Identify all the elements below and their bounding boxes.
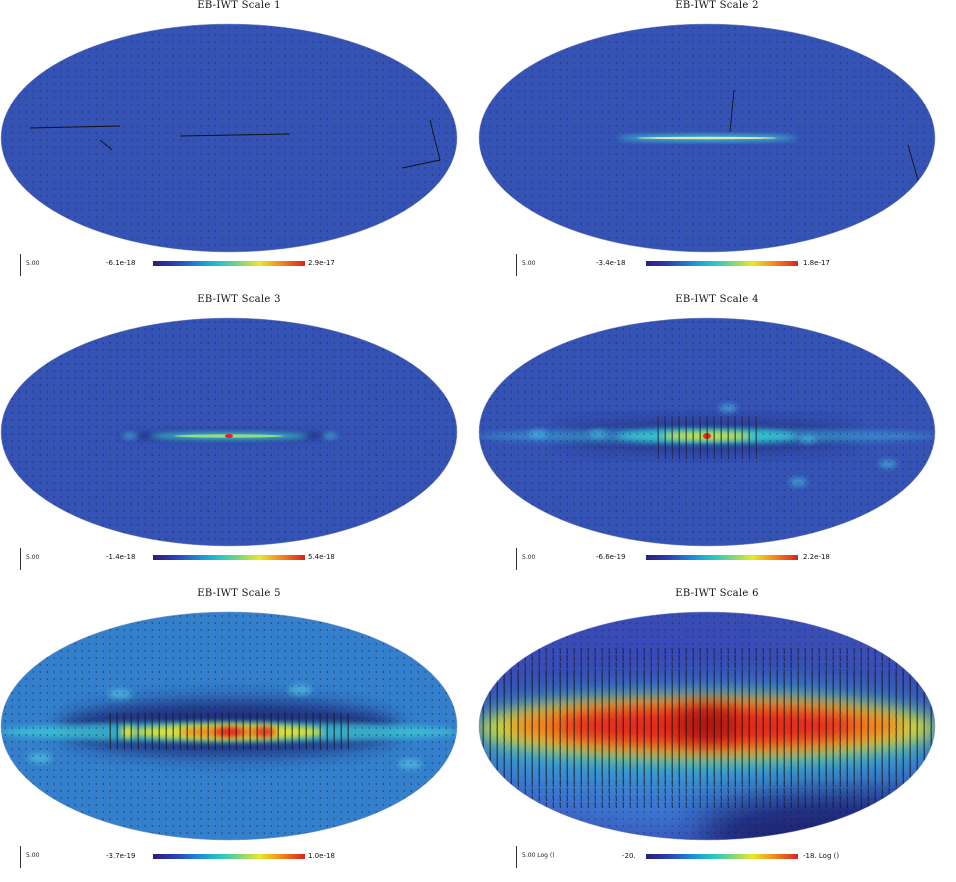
- vector-scale-bar: [20, 548, 21, 570]
- colorbar-max-label: 1.8e-17: [803, 259, 830, 267]
- panel-title: EB-IWT Scale 3: [197, 294, 281, 305]
- map-panel-2: EB-IWT Scale 2 5.00 -3.4e-18 1.8e-17: [478, 0, 956, 294]
- colorbar: [153, 261, 305, 266]
- map-panel-5: EB-IWT Scale 5 5.00 -3.7e-19 1.0e-18: [0, 588, 478, 882]
- vector-scale-bar: [516, 846, 517, 868]
- panel-title: EB-IWT Scale 2: [675, 0, 759, 11]
- colorbar-min-label: -3.7e-19: [106, 852, 136, 860]
- mollweide-map: [478, 23, 936, 253]
- colorbar: [153, 854, 305, 859]
- vector-scale-label: 5.00: [26, 260, 40, 267]
- colorbar: [646, 555, 798, 560]
- colorbar: [153, 555, 305, 560]
- mollweide-map: [0, 611, 458, 841]
- map-panel-1: EB-IWT Scale 1 5.00 -6.1e-18 2.9e-17: [0, 0, 478, 294]
- vector-scale-label: 5.00: [26, 852, 40, 859]
- vector-scale-bar: [20, 254, 21, 276]
- panel-title: EB-IWT Scale 5: [197, 588, 281, 599]
- mollweide-map: [0, 317, 458, 547]
- colorbar-min-label: -20.: [622, 852, 636, 860]
- panel-title: EB-IWT Scale 1: [197, 0, 281, 11]
- map-panel-4: EB-IWT Scale 4 5.00 -6.6e-19 2.2e-18: [478, 294, 956, 588]
- colorbar-min-label: -6.6e-19: [596, 553, 626, 561]
- panel-title: EB-IWT Scale 6: [675, 588, 759, 599]
- vector-scale-label: 5.00: [26, 554, 40, 561]
- vector-scale-bar: [516, 548, 517, 570]
- colorbar-max-label: 5.4e-18: [308, 553, 335, 561]
- colorbar-max-label: -18. Log (): [803, 852, 840, 860]
- vector-scale-label: 5.00: [522, 260, 536, 267]
- colorbar-max-label: 1.0e-18: [308, 852, 335, 860]
- mollweide-map: [478, 317, 936, 547]
- colorbar-max-label: 2.9e-17: [308, 259, 335, 267]
- map-panel-3: EB-IWT Scale 3 5.00 -1.4e-18 5.4e-18: [0, 294, 478, 588]
- panel-title: EB-IWT Scale 4: [675, 294, 759, 305]
- colorbar-min-label: -3.4e-18: [596, 259, 626, 267]
- vector-scale-label: 5.00: [522, 554, 536, 561]
- colorbar-min-label: -1.4e-18: [106, 553, 136, 561]
- map-panel-6: EB-IWT Scale 6 5.00 Log () -20. -18. Log…: [478, 588, 956, 882]
- mollweide-map: [478, 611, 936, 841]
- colorbar: [646, 854, 798, 859]
- colorbar-max-label: 2.2e-18: [803, 553, 830, 561]
- vector-scale-label: 5.00 Log (): [522, 852, 555, 859]
- colorbar: [646, 261, 798, 266]
- mollweide-map: [0, 23, 458, 253]
- vector-scale-bar: [516, 254, 517, 276]
- colorbar-min-label: -6.1e-18: [106, 259, 136, 267]
- vector-scale-bar: [20, 846, 21, 868]
